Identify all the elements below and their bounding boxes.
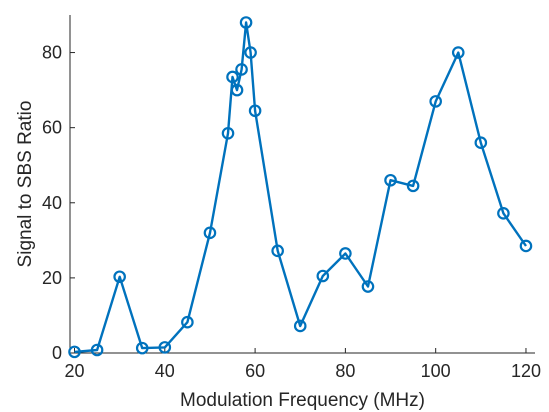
y-tick-label: 60 (42, 118, 62, 138)
data-point (244, 46, 257, 59)
data-point (226, 70, 239, 84)
data-point (90, 343, 104, 357)
data-point (221, 127, 235, 140)
data-point (339, 247, 352, 260)
data-point (239, 16, 253, 29)
y-tick-label: 80 (42, 43, 62, 63)
data-point (406, 179, 420, 193)
data-point (361, 280, 375, 293)
x-tick-label: 120 (511, 361, 541, 381)
data-point (248, 104, 262, 118)
data-point (181, 315, 194, 329)
x-tick-label: 20 (64, 361, 84, 381)
x-axis-label: Modulation Frequency (MHz) (180, 390, 425, 411)
data-point (384, 173, 397, 187)
series-group (68, 16, 533, 359)
x-tick-label: 40 (155, 361, 175, 381)
data-point (497, 206, 510, 220)
data-point (68, 345, 81, 359)
y-tick-label: 20 (42, 268, 62, 288)
data-point (519, 239, 533, 253)
y-axis-label: Signal to SBS Ratio (15, 101, 36, 268)
axis-frame (69, 15, 535, 354)
data-point (316, 269, 330, 283)
x-tick-label: 100 (421, 361, 451, 381)
data-point (271, 244, 284, 258)
axes (69, 15, 535, 354)
data-point (235, 63, 248, 76)
data-point (451, 46, 465, 59)
series-line (74, 21, 527, 354)
y-tick-label: 40 (42, 193, 62, 213)
data-point (113, 270, 126, 284)
data-point (135, 341, 149, 355)
data-point (474, 136, 488, 149)
data-point (429, 95, 442, 108)
data-point (203, 226, 217, 240)
data-point (158, 341, 172, 354)
y-tick-label: 0 (52, 343, 62, 363)
data-point (293, 319, 307, 333)
x-tick-label: 80 (335, 361, 355, 381)
data-point (230, 83, 244, 97)
x-tick-label: 60 (245, 361, 265, 381)
